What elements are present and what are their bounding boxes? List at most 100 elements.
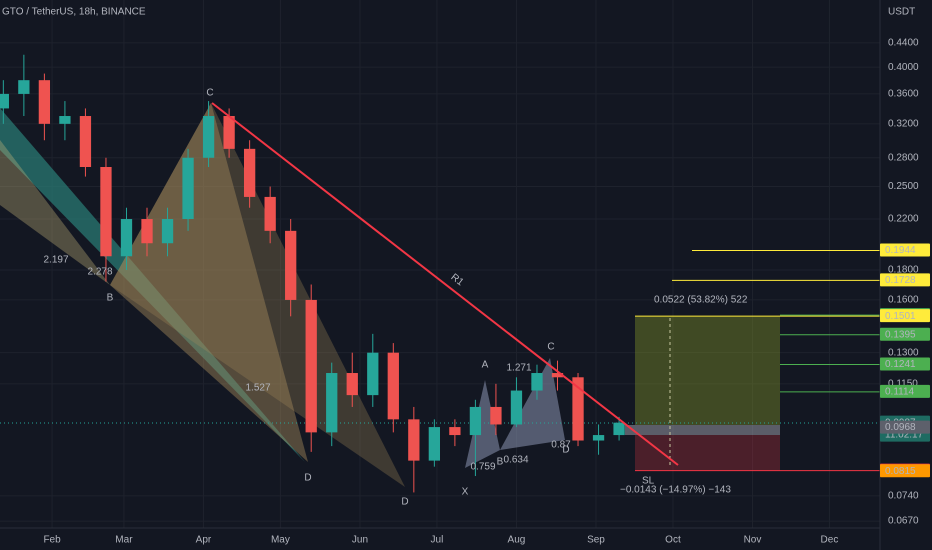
pattern-band <box>0 140 110 285</box>
price-tag-time: 11:02:17 <box>885 429 924 440</box>
price-tag <box>880 384 930 398</box>
candle-body <box>510 390 523 425</box>
axes: 0.4400 0.4000 0.3600 0.3200 0.2800 0.2500 0.22… <box>43 38 930 546</box>
y-tick-label: 0.1800 <box>888 265 919 276</box>
symbol-title: GTO / TetherUS, 18h, BINANCE <box>2 7 146 18</box>
pattern-label: D <box>304 473 311 484</box>
candle-body <box>346 373 358 396</box>
stop-measure: −0.0143 (−14.97%) −143 <box>620 485 731 496</box>
y-tick-label: 0.4400 <box>888 38 919 49</box>
price-tag-label: 0.0815 <box>885 466 916 477</box>
price-tag-label: 0.1728 <box>885 275 916 286</box>
candle-body <box>161 219 174 244</box>
x-tick-label: Jun <box>352 535 368 546</box>
x-tick-label: Dec <box>821 535 839 546</box>
x-tick-label: Mar <box>115 535 133 546</box>
y-tick-label: 0.1600 <box>888 295 919 306</box>
x-tick-label: Apr <box>196 535 212 546</box>
price-tag <box>880 327 930 341</box>
candle-body <box>285 230 297 300</box>
levels <box>635 249 880 472</box>
candle-body <box>305 299 317 433</box>
candle-body <box>79 116 92 167</box>
pattern-band <box>0 108 305 462</box>
pattern-label: C <box>547 342 554 353</box>
pattern-label: X <box>462 487 469 498</box>
entry-zone <box>625 425 780 435</box>
ratio-label: 0.759 <box>470 462 495 473</box>
ratio-label: 2.278 <box>87 267 112 278</box>
candle-body <box>428 427 440 461</box>
price-tag-label: 0.1241 <box>885 359 916 370</box>
pattern-triangle <box>465 380 500 468</box>
currency-label: USDT <box>888 7 915 18</box>
price-tag-label: 0.0968 <box>885 422 916 433</box>
candle-body <box>326 373 338 433</box>
ratio-label: 2.197 <box>43 255 68 266</box>
candle-body <box>100 166 112 257</box>
pattern-label: A <box>482 360 489 371</box>
candle-body <box>38 80 51 124</box>
candles <box>0 54 625 493</box>
y-tick-label: 0.4000 <box>888 62 919 73</box>
stop-zone <box>635 435 780 471</box>
pattern-label: C <box>206 88 213 99</box>
price-tag-label: 0.1501 <box>885 311 916 322</box>
annotations: C B D D X A B C D 2.197 2.278 1.527 1.271 0.759 0.634 0… <box>43 88 747 508</box>
y-tick-label: 0.3600 <box>888 89 919 100</box>
candle-body <box>551 373 564 378</box>
candle-body <box>408 419 420 461</box>
price-tag <box>880 273 930 287</box>
x-tick-label: Aug <box>508 535 526 546</box>
candle-body <box>572 377 584 441</box>
price-tag <box>880 357 930 371</box>
candle-body <box>59 116 71 124</box>
x-tick-label: Nov <box>744 535 762 546</box>
x-tick-label: May <box>271 535 290 546</box>
x-tick-label: Sep <box>587 535 605 546</box>
y-tick-label: 0.3200 <box>888 118 919 129</box>
candle-body <box>531 373 543 391</box>
candle-body <box>18 80 30 94</box>
x-tick-label: Feb <box>43 535 61 546</box>
y-tick-label: 0.2200 <box>888 214 919 225</box>
candle-body <box>613 422 625 436</box>
price-tag-label: 0.1114 <box>885 387 915 398</box>
pattern-label: D <box>562 445 569 456</box>
y-tick-label: 0.2800 <box>888 152 919 163</box>
candle-body <box>141 219 153 244</box>
price-tag <box>880 309 930 323</box>
candle-body <box>0 93 9 109</box>
ratio-label: 0.87 <box>551 440 571 451</box>
candle-body <box>223 116 235 149</box>
target-measure: 0.0522 (53.82%) 522 <box>654 295 748 306</box>
pattern-label: B <box>497 457 504 468</box>
x-tick-label: Jul <box>431 535 444 546</box>
candle-body <box>449 427 461 436</box>
y-tick-label: 0.1300 <box>888 347 919 358</box>
pattern-triangle <box>110 103 308 462</box>
price-tag <box>880 243 930 257</box>
candle-body <box>387 352 399 420</box>
ratio-label: 1.527 <box>245 383 270 394</box>
price-tag-label: 0.1944 <box>885 245 916 256</box>
candle-body <box>182 157 194 220</box>
y-tick-label: 0.1150 <box>888 378 918 389</box>
candle-body <box>469 406 482 436</box>
candle-body <box>592 435 605 441</box>
stop-loss-label: SL <box>642 476 655 487</box>
trendline <box>211 102 679 466</box>
price-tag <box>880 464 930 478</box>
y-tick-label: 0.2500 <box>888 181 919 192</box>
y-tick-label: 0.0740 <box>888 490 919 501</box>
candle-body <box>202 116 215 158</box>
pattern-label: B <box>107 293 114 304</box>
target-zone <box>635 316 780 425</box>
pattern-label: D <box>401 497 408 508</box>
price-tag <box>880 420 930 434</box>
ratio-label: 0.634 <box>503 455 528 466</box>
ratio-label: 1.271 <box>506 363 531 374</box>
candle-body <box>490 406 502 425</box>
